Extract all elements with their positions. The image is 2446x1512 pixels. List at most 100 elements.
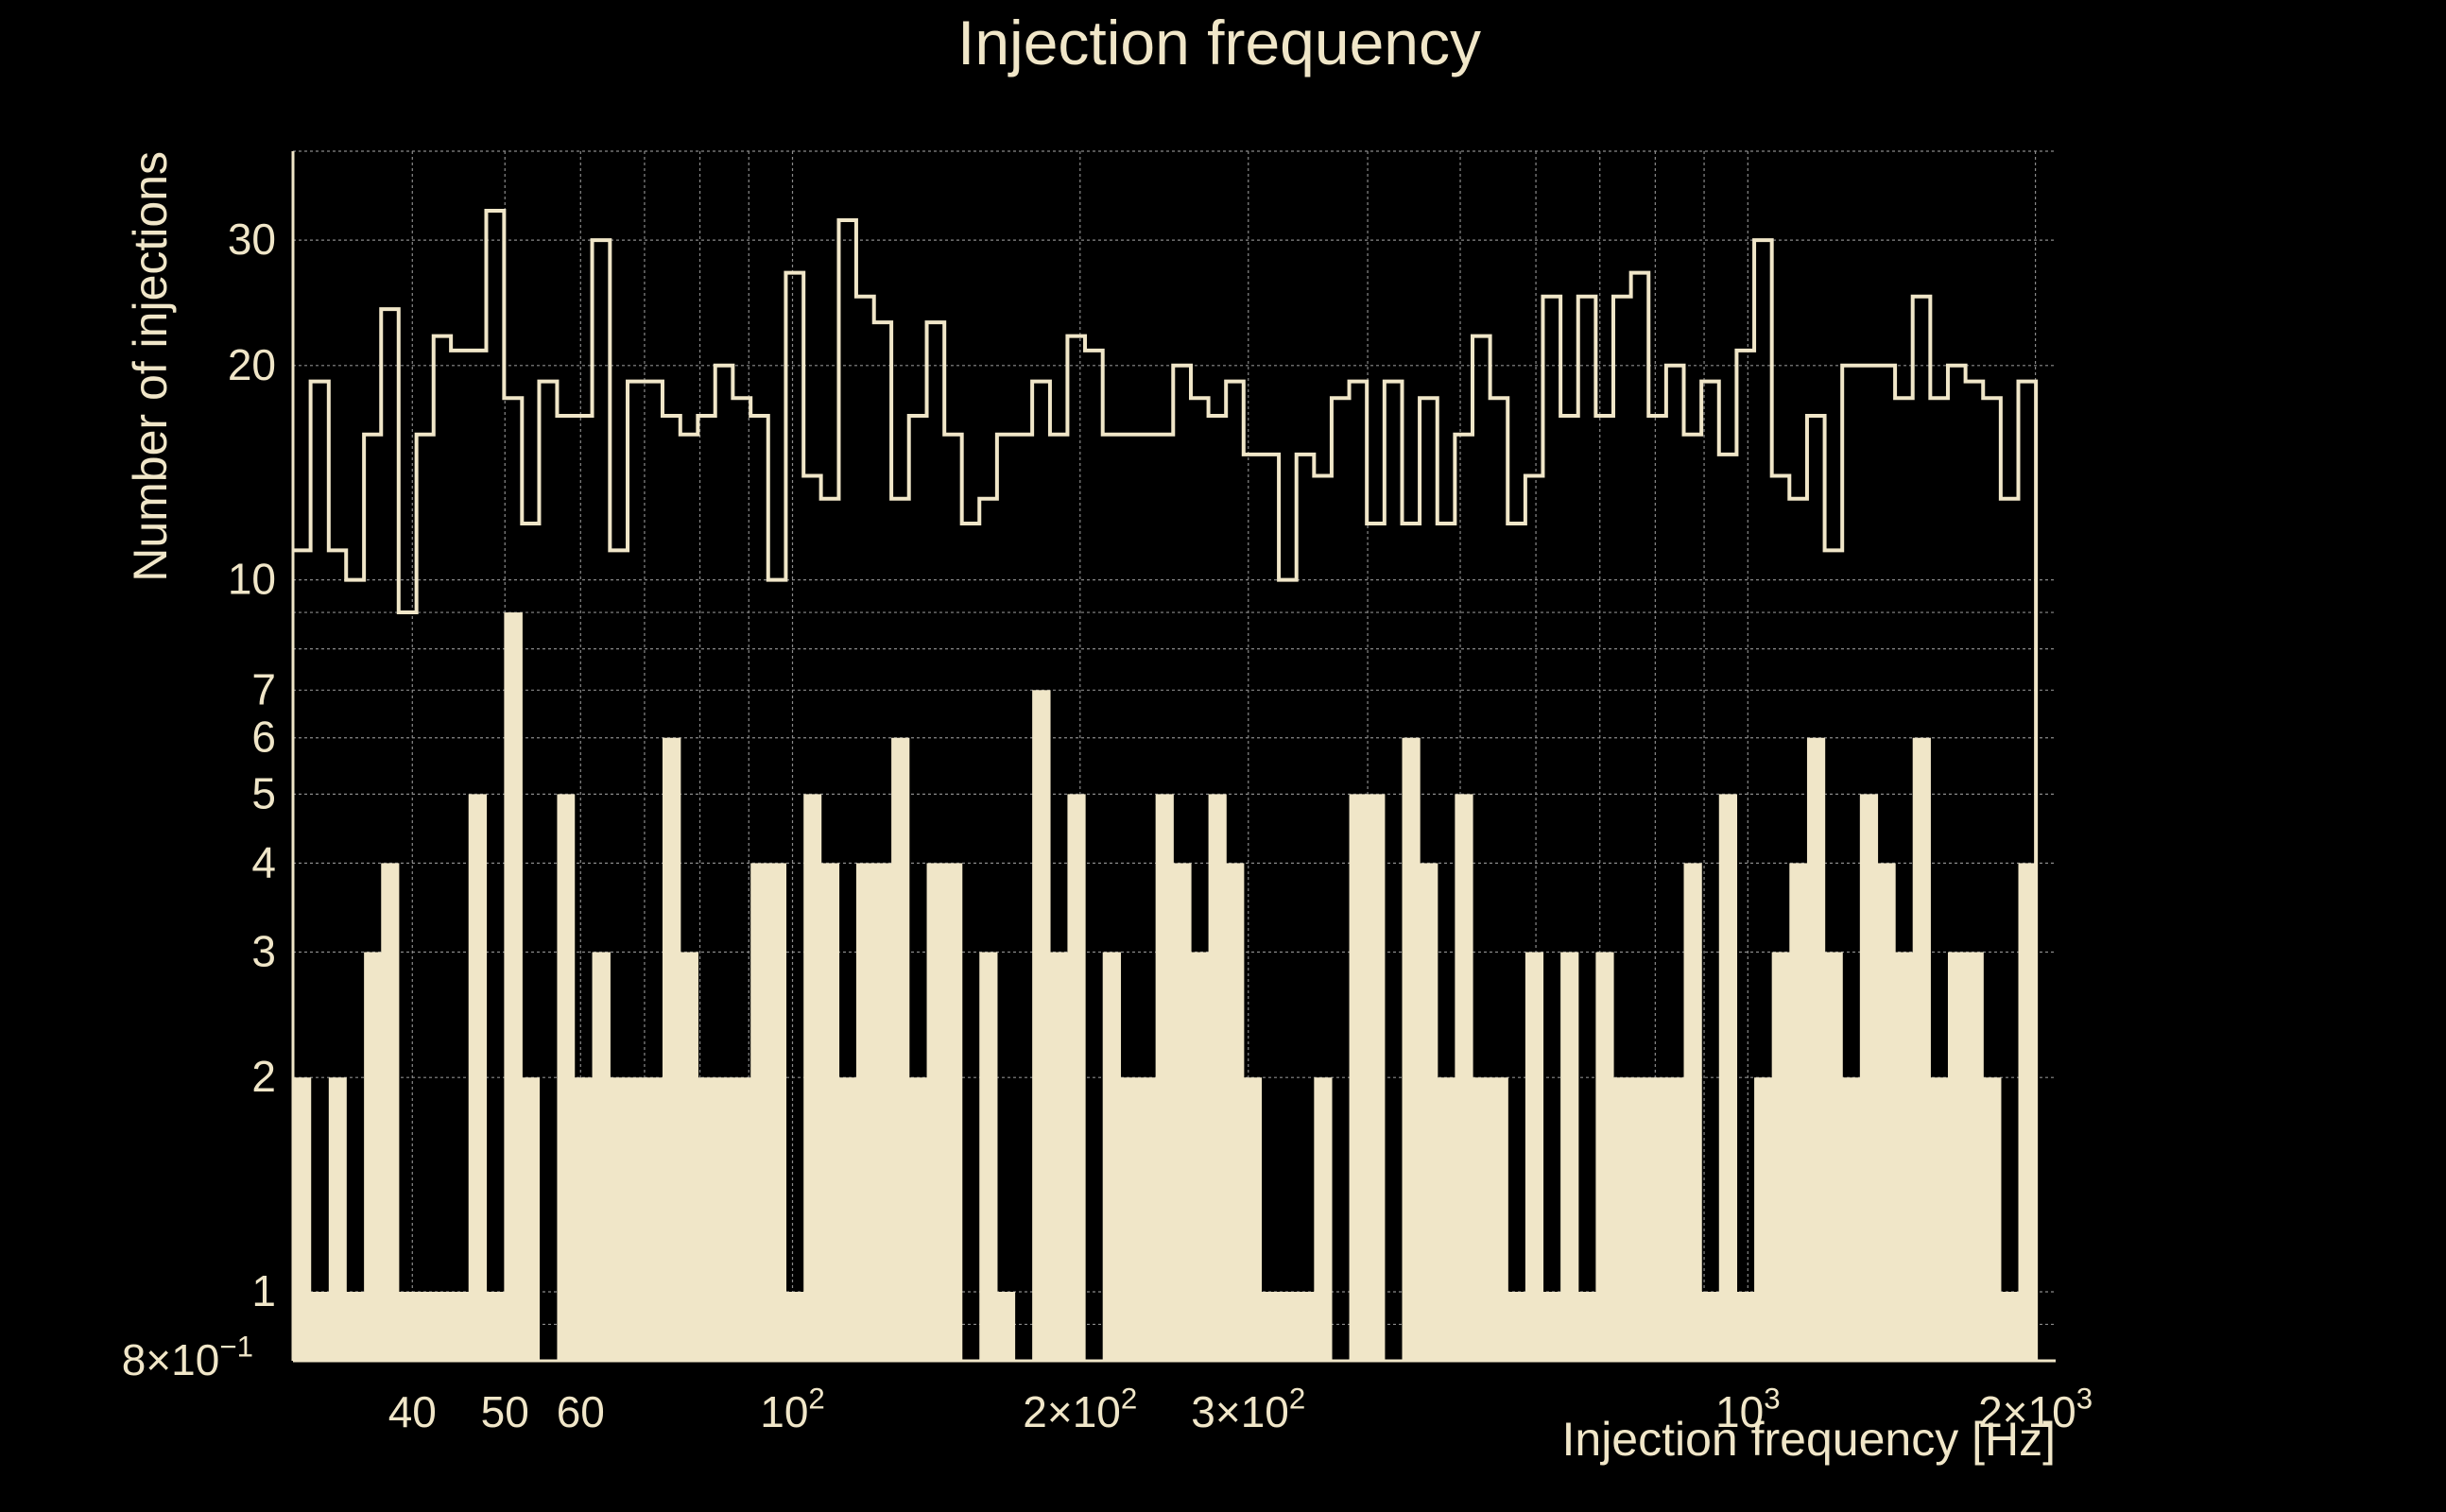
y-tick-label: 7	[251, 664, 276, 713]
histogram-bar	[1120, 1077, 1139, 1361]
histogram-bar	[1718, 794, 1738, 1361]
histogram-bar	[1912, 737, 1931, 1361]
x-tick-labels: 40 50 60 102 2×102 3×102 103 2×103	[388, 1383, 2093, 1436]
histogram-bar	[1314, 1077, 1333, 1361]
histogram-bar	[662, 737, 681, 1361]
histogram-bar	[855, 863, 875, 1361]
y-tick-label: 30	[228, 215, 276, 264]
x-tick-label: 2×103	[1978, 1383, 2093, 1436]
y-tick-label: 8×10−1	[122, 1331, 253, 1384]
y-tick-label: 3	[251, 927, 276, 976]
histogram-bar	[698, 1077, 716, 1361]
histogram-bar	[1595, 952, 1614, 1361]
histogram-bar	[944, 863, 963, 1361]
histogram-bar	[1190, 952, 1210, 1361]
histogram-bar	[592, 952, 611, 1361]
filled-histogram	[293, 612, 2037, 1361]
histogram-bar	[1665, 1077, 1685, 1361]
histogram-bar	[680, 952, 698, 1361]
y-tick-label: 2	[251, 1052, 276, 1101]
x-axis-label: Injection frequency [Hz]	[1562, 1413, 2057, 1466]
histogram-bar	[1965, 952, 1984, 1361]
histogram-bar	[1806, 737, 1826, 1361]
histogram-bar	[1279, 1291, 1298, 1361]
histogram-bar	[838, 1077, 857, 1361]
histogram-bar	[1859, 794, 1879, 1361]
histogram-bar	[522, 1077, 541, 1361]
histogram-bar	[715, 1077, 733, 1361]
histogram-bar	[364, 952, 382, 1361]
axes	[291, 151, 2056, 1363]
histogram-bar	[1455, 794, 1473, 1361]
histogram-bar	[1261, 1291, 1280, 1361]
histogram-bar	[1173, 863, 1192, 1361]
histogram-bar	[557, 794, 576, 1361]
histogram-bar	[381, 863, 400, 1361]
histogram-bar	[1296, 1291, 1315, 1361]
histogram-bar	[1771, 952, 1790, 1361]
y-tick-label: 10	[228, 555, 276, 604]
y-axis-label: Number of injections	[124, 151, 177, 582]
y-tick-label: 6	[251, 713, 276, 762]
histogram-bar	[1437, 1077, 1456, 1361]
histogram-bar	[1895, 952, 1914, 1361]
histogram-bar	[1155, 794, 1174, 1361]
y-tick-label: 5	[251, 768, 276, 817]
histogram-bar	[504, 612, 523, 1361]
step-histogram-line	[293, 208, 2039, 1361]
histogram-bar	[293, 1077, 312, 1361]
histogram-bar	[1736, 1291, 1755, 1361]
histogram-bar	[750, 863, 769, 1361]
x-tick-label: 2×102	[1023, 1383, 1137, 1436]
x-tick-label: 40	[388, 1387, 437, 1436]
histogram-bar	[1560, 952, 1579, 1361]
histogram-bar	[1067, 794, 1086, 1361]
histogram-bar	[1102, 952, 1122, 1361]
histogram-bar	[1490, 1077, 1508, 1361]
histogram-bar	[1226, 863, 1245, 1361]
histogram-bar	[1947, 952, 1967, 1361]
x-tick-label: 60	[557, 1387, 605, 1436]
chart-title: Injection frequency	[957, 8, 1481, 77]
step-histogram	[293, 208, 2039, 1361]
histogram-bar	[398, 1291, 418, 1361]
histogram-bar	[451, 1291, 470, 1361]
histogram-bar	[645, 1077, 663, 1361]
histogram-bar	[310, 1291, 330, 1361]
y-tick-label: 4	[251, 837, 276, 886]
histogram-bar	[1842, 1077, 1861, 1361]
histogram-bar	[1524, 952, 1544, 1361]
histogram-bar	[1243, 1077, 1263, 1361]
histogram-bar	[1049, 952, 1069, 1361]
y-tick-labels: 8×10−1 1 2 3 4 5 67 10 20 30	[122, 215, 276, 1384]
histogram-bar	[468, 794, 488, 1361]
histogram-bar	[416, 1291, 435, 1361]
histogram-bar	[1930, 1077, 1949, 1361]
x-tick-label: 3×102	[1191, 1383, 1305, 1436]
y-tick-label: 1	[251, 1266, 276, 1315]
histogram-bar	[926, 863, 945, 1361]
histogram-bar	[610, 1077, 629, 1361]
histogram-bar	[1683, 863, 1702, 1361]
histogram-bar	[873, 863, 892, 1361]
histogram-bar	[433, 1291, 452, 1361]
y-tick-label: 20	[228, 340, 276, 389]
histogram-bar	[1473, 1077, 1491, 1361]
x-tick-label: 50	[481, 1387, 529, 1436]
histogram-bar	[1577, 1291, 1596, 1361]
histogram-bar	[1420, 863, 1438, 1361]
histogram-bar	[328, 1077, 347, 1361]
histogram-bar	[767, 863, 787, 1361]
histogram-bar	[785, 1291, 804, 1361]
histogram-bar	[996, 1291, 1016, 1361]
histogram-bar	[1824, 952, 1843, 1361]
histogram-bar	[1349, 794, 1368, 1361]
histogram-bar	[574, 1077, 594, 1361]
histogram-bar	[891, 737, 910, 1361]
histogram-bar	[908, 1077, 928, 1361]
histogram-bar	[1612, 1077, 1632, 1361]
histogram-bar	[979, 952, 998, 1361]
histogram-bar	[628, 1077, 646, 1361]
histogram-bar	[1032, 690, 1051, 1361]
